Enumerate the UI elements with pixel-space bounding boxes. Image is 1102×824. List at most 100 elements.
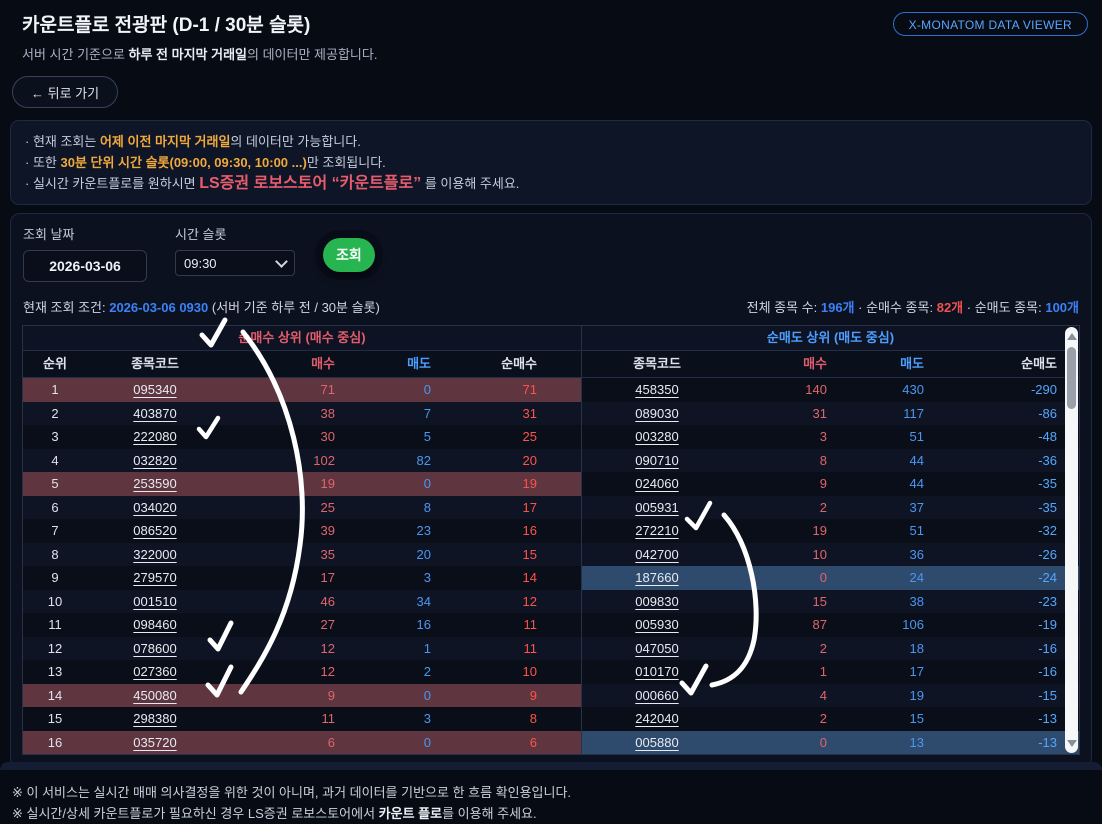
- rank-cell: 6: [51, 499, 59, 515]
- sell-volume-cell: 0: [423, 476, 431, 491]
- stock-code-link[interactable]: 242040: [635, 711, 679, 726]
- net-sell-table-header: 종목코드 매수 매도 순매도: [582, 351, 1079, 378]
- stock-code-link[interactable]: 010170: [635, 664, 679, 679]
- stock-code-link[interactable]: 047050: [635, 640, 679, 656]
- net-sell-cell: -35: [1038, 476, 1057, 491]
- sell-count-value: 100개: [1045, 300, 1079, 315]
- buy-volume-cell: 39: [320, 523, 335, 538]
- scroll-up-icon[interactable]: [1066, 333, 1077, 340]
- net-buy-cell: 16: [522, 523, 537, 538]
- scroll-down-icon[interactable]: [1066, 740, 1077, 747]
- table-row: 1 095340 71 0 71: [23, 378, 581, 402]
- table-row: 8 322000 35 20 15: [23, 542, 581, 566]
- buy-volume-cell: 1: [819, 664, 827, 679]
- notice-line-3: · 실시간 카운트플로를 원하시면 LS증권 로보스토어 “카운트플로” 를 이…: [25, 173, 1077, 194]
- net-sell-cell: -13: [1038, 711, 1057, 726]
- stock-code-link[interactable]: 005880: [635, 734, 679, 750]
- table-row: 242040 2 15 -13: [582, 707, 1079, 731]
- col-sell: 매도: [407, 356, 431, 371]
- stock-code-link[interactable]: 078600: [133, 640, 177, 656]
- condition-label: 현재 조회 조건:: [23, 300, 110, 315]
- notice-highlight: 어제 이전 마지막 거래일: [99, 134, 231, 149]
- scrollbar-thumb[interactable]: [1067, 347, 1076, 409]
- stock-code-link[interactable]: 253590: [133, 476, 177, 491]
- rank-cell: 11: [48, 617, 62, 632]
- buy-volume-cell: 46: [320, 593, 335, 609]
- net-sell-cell: -35: [1038, 499, 1057, 515]
- buy-volume-cell: 9: [819, 476, 827, 491]
- subtitle-bold: 하루 전 마지막 거래일: [128, 47, 247, 62]
- stock-code-link[interactable]: 005930: [635, 617, 679, 632]
- stock-code-link[interactable]: 001510: [133, 593, 177, 609]
- slot-field-group: 시간 슬롯 09:30: [175, 224, 295, 276]
- rank-cell: 9: [51, 570, 59, 585]
- stock-code-link[interactable]: 187660: [635, 570, 679, 585]
- sell-volume-cell: 7: [423, 405, 431, 421]
- rank-cell: 14: [47, 687, 63, 703]
- stock-code-link[interactable]: 000660: [635, 687, 679, 703]
- stock-code-link[interactable]: 090710: [635, 452, 679, 468]
- net-sell-cell: -15: [1038, 687, 1057, 703]
- table-row: 2 403870 38 7 31: [23, 401, 581, 425]
- stock-code-link[interactable]: 035720: [133, 734, 177, 750]
- net-sell-cell: -16: [1038, 664, 1057, 679]
- bottom-strip: [0, 762, 1102, 770]
- stock-code-link[interactable]: 298380: [133, 711, 177, 726]
- data-viewer-button[interactable]: X-MONATOM DATA VIEWER: [892, 12, 1088, 36]
- back-button[interactable]: ← 뒤로 가기: [12, 76, 119, 108]
- stock-code-link[interactable]: 403870: [133, 405, 177, 421]
- stock-code-link[interactable]: 095340: [133, 382, 177, 397]
- table-row: 3 222080 30 5 25: [23, 425, 581, 449]
- stock-code-link[interactable]: 034020: [133, 499, 177, 515]
- footnote-text: ※ 실시간/상세 카운트플로가 필요하신 경우 LS증권 로보스토어에서: [12, 806, 379, 821]
- sell-volume-cell: 8: [423, 499, 431, 515]
- sell-volume-cell: 44: [909, 476, 924, 491]
- stock-code-link[interactable]: 086520: [133, 523, 177, 538]
- stock-code-link[interactable]: 272210: [635, 523, 679, 538]
- stock-code-link[interactable]: 322000: [133, 546, 177, 562]
- table-row: 005930 87 106 -19: [582, 613, 1079, 637]
- buy-volume-cell: 19: [812, 523, 827, 538]
- stock-code-link[interactable]: 458350: [635, 382, 679, 397]
- sell-volume-cell: 5: [423, 429, 431, 444]
- stock-code-link[interactable]: 003280: [635, 429, 679, 444]
- date-label: 조회 날짜: [23, 227, 75, 242]
- table-row: 4 032820 102 82 20: [23, 448, 581, 472]
- table-row: 5 253590 19 0 19: [23, 472, 581, 496]
- stock-code-link[interactable]: 098460: [133, 617, 177, 632]
- stock-code-link[interactable]: 042700: [635, 546, 679, 562]
- stock-code-link[interactable]: 089030: [635, 405, 679, 421]
- stock-code-link[interactable]: 222080: [133, 429, 177, 444]
- time-slot-select[interactable]: 09:30: [175, 250, 295, 276]
- stock-code-link[interactable]: 450080: [133, 687, 177, 703]
- stock-code-link[interactable]: 027360: [133, 664, 177, 679]
- rank-cell: 4: [51, 452, 59, 468]
- sell-volume-cell: 23: [416, 523, 431, 538]
- net-buy-cell: 11: [523, 640, 538, 656]
- col-sell: 매도: [900, 356, 924, 371]
- query-button[interactable]: 조회: [323, 238, 375, 272]
- rank-cell: 10: [47, 593, 63, 609]
- rank-cell: 8: [51, 546, 59, 562]
- table-scrollbar[interactable]: [1065, 327, 1078, 753]
- stock-code-link[interactable]: 009830: [635, 593, 679, 609]
- table-row: 009830 15 38 -23: [582, 589, 1079, 613]
- sell-volume-cell: 430: [902, 382, 924, 397]
- stock-code-link[interactable]: 279570: [133, 570, 177, 585]
- stock-code-link[interactable]: 024060: [635, 476, 679, 491]
- query-controls: 조회 날짜 시간 슬롯 09:30 조회: [22, 224, 1080, 282]
- stock-code-link[interactable]: 032820: [133, 452, 177, 468]
- notice-text: · 또한: [25, 155, 61, 170]
- slot-label: 시간 슬롯: [175, 227, 227, 242]
- query-panel: 조회 날짜 시간 슬롯 09:30 조회 현재 조회 조건: 2026-03-0…: [10, 213, 1092, 768]
- sell-volume-cell: 2: [423, 664, 431, 679]
- table-row: 042700 10 36 -26: [582, 542, 1079, 566]
- net-sell-table-title: 순매도 상위 (매도 중심): [582, 326, 1079, 351]
- stock-code-link[interactable]: 005931: [635, 499, 679, 515]
- current-condition: 현재 조회 조건: 2026-03-06 0930 (서버 기준 하루 전 / …: [23, 297, 380, 316]
- rank-cell: 5: [51, 476, 59, 491]
- net-sell-rows: 458350 140 430 -290 089030 31 117 -86 003280 3 51-…: [582, 378, 1079, 754]
- date-input[interactable]: [23, 250, 147, 282]
- net-buy-cell: 12: [522, 593, 537, 609]
- net-buy-table-title: 순매수 상위 (매수 중심): [23, 326, 581, 351]
